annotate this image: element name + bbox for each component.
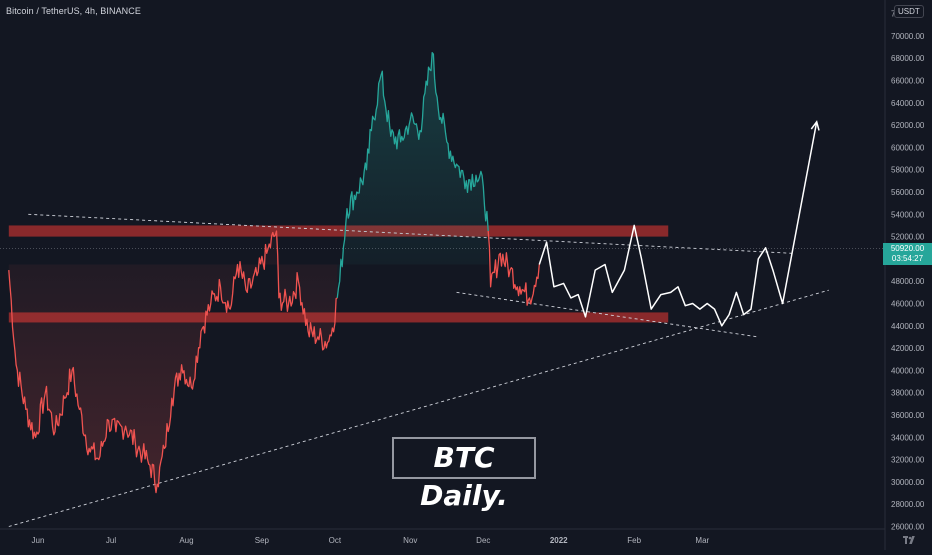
- x-tick-label: Jun: [32, 536, 45, 545]
- y-tick-label: 62000.00: [891, 121, 925, 130]
- area-fill-down: [8, 231, 338, 493]
- y-tick-label: 54000.00: [891, 210, 925, 219]
- x-tick-label: Nov: [403, 536, 417, 545]
- price-line-down[interactable]: [8, 230, 338, 494]
- area-fill-up: [337, 52, 489, 298]
- x-tick-label: Jul: [106, 536, 116, 545]
- y-tick-label: 34000.00: [891, 433, 925, 442]
- last-price-value: 50920.00: [890, 244, 925, 253]
- x-tick-label: Aug: [179, 536, 193, 545]
- candle-countdown: 03:54:27: [891, 254, 924, 263]
- y-tick-label: 68000.00: [891, 54, 925, 63]
- x-tick-label: Feb: [627, 536, 641, 545]
- y-tick-label: 48000.00: [891, 277, 925, 286]
- x-tick-label: Sep: [255, 536, 270, 545]
- y-tick-label: 46000.00: [891, 300, 925, 309]
- trendline-lower-wedge[interactable]: [456, 291, 759, 338]
- y-tick-label: 44000.00: [891, 322, 925, 331]
- price-line-up[interactable]: [336, 51, 489, 298]
- x-tick-label: Mar: [695, 536, 709, 545]
- x-tick-label: Oct: [329, 536, 342, 545]
- tradingview-logo-icon[interactable]: [902, 533, 916, 547]
- trendline-upper[interactable]: [28, 213, 793, 254]
- projection-path[interactable]: [538, 121, 818, 327]
- last-price-label: 50920.00 03:54:27: [883, 243, 932, 265]
- y-tick-label: 30000.00: [891, 478, 925, 487]
- projection-arrowhead: [810, 120, 820, 131]
- y-tick-label: 64000.00: [891, 99, 925, 108]
- y-tick-label: 28000.00: [891, 500, 925, 509]
- y-tick-label: 66000.00: [891, 77, 925, 86]
- ticker-title: Bitcoin / TetherUS, 4h, BINANCE: [6, 6, 141, 16]
- y-tick-label: 40000.00: [891, 366, 925, 375]
- zone-1[interactable]: [8, 312, 669, 323]
- x-tick-label: 2022: [550, 536, 568, 545]
- y-tick-label: 56000.00: [891, 188, 925, 197]
- price-line-recent[interactable]: [487, 230, 540, 306]
- y-tick-label: 42000.00: [891, 344, 925, 353]
- annotation-text: BTC Daily.: [420, 441, 508, 512]
- trendline-rising-support[interactable]: [8, 289, 829, 527]
- y-tick-label: 70000.00: [891, 32, 925, 41]
- x-tick-label: Dec: [476, 536, 490, 545]
- y-tick-label: 26000.00: [891, 523, 925, 532]
- y-tick-label: 52000.00: [891, 233, 925, 242]
- y-tick-label: 60000.00: [891, 143, 925, 152]
- annotation-box: BTC Daily.: [392, 437, 536, 512]
- y-tick-label: 32000.00: [891, 456, 925, 465]
- y-tick-label: 58000.00: [891, 166, 925, 175]
- y-tick-label: 36000.00: [891, 411, 925, 420]
- currency-badge[interactable]: USDT: [894, 5, 924, 18]
- y-tick-label: 38000.00: [891, 389, 925, 398]
- zone-0[interactable]: [8, 225, 669, 237]
